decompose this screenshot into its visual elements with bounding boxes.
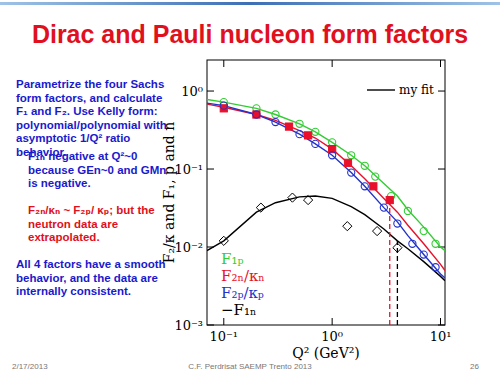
data-point bbox=[372, 173, 379, 180]
x-tick-label: 10⁻¹ bbox=[209, 329, 238, 344]
paragraph: F₁ₙ negative at Q²~0 because GEn~0 and G… bbox=[28, 150, 168, 191]
data-point bbox=[432, 240, 439, 247]
data-point bbox=[380, 204, 387, 211]
data-point bbox=[253, 111, 260, 118]
y-tick bbox=[207, 91, 214, 92]
data-point bbox=[361, 183, 368, 190]
legend-label: F₂ₙ/κₙ bbox=[221, 267, 265, 285]
data-point bbox=[296, 120, 303, 127]
legend-label: F₁ₚ bbox=[221, 250, 243, 268]
y-tick-label: 10⁻² bbox=[174, 240, 203, 255]
y-tick bbox=[438, 169, 445, 170]
data-point bbox=[361, 162, 368, 169]
data-point bbox=[312, 140, 319, 147]
data-point bbox=[420, 251, 427, 258]
x-tick bbox=[223, 318, 224, 325]
data-point bbox=[386, 196, 393, 203]
data-point bbox=[404, 207, 411, 214]
plot-frame bbox=[207, 60, 445, 325]
data-point bbox=[420, 227, 427, 234]
x-tick-label: 10¹ bbox=[430, 329, 452, 344]
reference-line bbox=[389, 198, 390, 325]
data-point bbox=[296, 131, 303, 138]
slide-title: Dirac and Pauli nucleon form factors bbox=[0, 20, 500, 49]
data-point bbox=[329, 152, 336, 159]
slide: Dirac and Pauli nucleon form factors Para… bbox=[0, 0, 500, 375]
x-tick bbox=[332, 60, 333, 67]
data-point bbox=[343, 222, 352, 231]
legend-label: my fit bbox=[399, 83, 434, 97]
fit-curve bbox=[207, 104, 445, 270]
y-tick bbox=[438, 91, 445, 92]
data-point bbox=[256, 203, 265, 212]
data-point bbox=[329, 139, 336, 146]
data-point bbox=[409, 240, 416, 247]
data-point bbox=[393, 243, 402, 252]
footer-event: C.F. Perdrisat SAEMP Trento 2013 bbox=[0, 362, 500, 371]
top-rule bbox=[0, 2, 500, 5]
y-tick bbox=[207, 169, 214, 170]
x-tick bbox=[440, 60, 441, 67]
fit-curve bbox=[207, 103, 445, 278]
y-tick-label: 10⁰ bbox=[181, 84, 203, 99]
plot-area bbox=[207, 99, 445, 325]
data-point bbox=[272, 111, 279, 118]
data-point bbox=[219, 236, 228, 245]
data-point bbox=[373, 226, 382, 235]
data-point bbox=[370, 183, 377, 190]
x-tick bbox=[440, 318, 441, 325]
paragraph: All 4 factors have a smooth behavior, an… bbox=[16, 258, 168, 299]
data-point bbox=[272, 118, 279, 125]
y-tick-label: 10⁻³ bbox=[174, 318, 203, 333]
data-point bbox=[348, 152, 355, 159]
reference-line bbox=[397, 241, 398, 325]
data-point bbox=[285, 123, 292, 130]
data-point bbox=[348, 169, 355, 176]
paragraph: F₂ₙ/κₙ ~ F₂ₚ/ κₚ; but the neutron data a… bbox=[28, 204, 168, 245]
footer-date: 2/17/2013 bbox=[12, 362, 48, 371]
x-tick bbox=[223, 60, 224, 67]
data-point bbox=[344, 159, 351, 166]
data-point bbox=[394, 220, 401, 227]
x-tick-label: 10⁰ bbox=[321, 329, 343, 344]
y-tick bbox=[207, 325, 214, 326]
data-point bbox=[288, 193, 297, 202]
legend-line bbox=[367, 89, 395, 90]
x-tick bbox=[332, 318, 333, 325]
footer-page: 26 bbox=[470, 362, 479, 371]
y-tick-label: 10⁻¹ bbox=[174, 162, 203, 177]
y-tick bbox=[438, 325, 445, 326]
x-axis-label: Q² (GeV²) bbox=[292, 345, 360, 361]
y-axis-label: F₂/κ and F₁, p and n bbox=[161, 122, 177, 263]
legend-label: −F₁ₙ bbox=[221, 301, 256, 319]
legend-label: F₂ₚ/κₚ bbox=[221, 284, 264, 302]
data-point bbox=[312, 128, 319, 135]
chart: 10⁻¹10⁰10¹10⁻³10⁻²10⁻¹10⁰Q² (GeV²)F₂/κ a… bbox=[0, 0, 500, 375]
paragraph: Parametrize the four Sachs form factors,… bbox=[16, 78, 168, 159]
data-point bbox=[432, 264, 439, 271]
data-point bbox=[253, 111, 260, 118]
data-point bbox=[304, 195, 313, 204]
data-point bbox=[220, 102, 227, 109]
data-point bbox=[305, 132, 312, 139]
